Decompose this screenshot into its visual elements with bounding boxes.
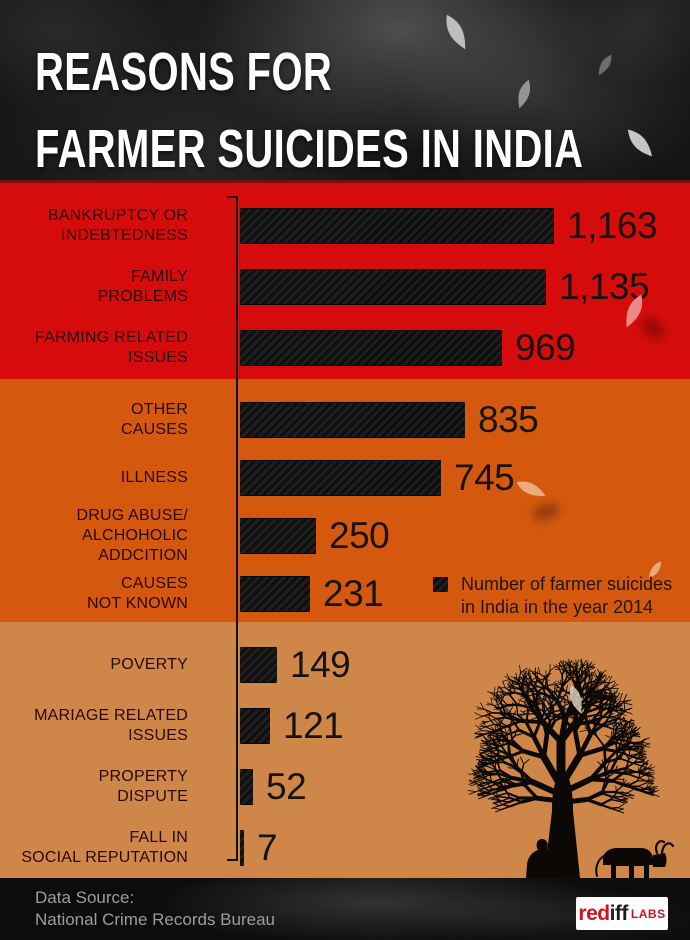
bar-label: ILLNESS — [120, 469, 188, 486]
bar-label: PROPERTY DISPUTE — [98, 767, 188, 805]
header-divider — [0, 180, 690, 183]
bar-label: FALL IN SOCIAL REPUTATION — [21, 828, 188, 866]
tree-trunk — [544, 772, 580, 878]
bar-label: FARMING RELATED ISSUES — [35, 328, 188, 366]
bar-value: 121 — [283, 704, 344, 746]
leaf-icon — [598, 54, 612, 76]
bar — [240, 768, 253, 805]
bar — [240, 518, 316, 554]
bar-track: 7 — [240, 826, 278, 869]
leaf-icon — [627, 129, 653, 157]
legend-label: Number of farmer suicides in India in th… — [461, 573, 672, 619]
bar-label: DRUG ABUSE/ALCHOHOLIC ADDCITION — [76, 507, 188, 564]
bar-row: MARIAGE RELATED ISSUES 121 — [0, 695, 690, 756]
leaf-icon — [626, 294, 643, 328]
bar — [240, 207, 554, 244]
data-source-name: National Crime Records Bureau — [35, 910, 275, 929]
farmer-silhouette — [526, 839, 556, 878]
bar-track: 250 — [240, 515, 390, 557]
bar — [240, 646, 277, 683]
bar-label: BANKRUPTCY OR INDEBTEDNESS — [47, 206, 188, 244]
bar-row: FARMING RELATED ISSUES 969 — [0, 317, 690, 378]
logo-text-red: red — [578, 901, 610, 925]
bar-track: 52 — [240, 765, 307, 808]
logo-text-dark: iff — [609, 901, 629, 925]
bar-value: 835 — [478, 399, 539, 440]
logo-text-labs: LABS — [630, 906, 666, 921]
data-source-label: Data Source: — [35, 888, 135, 907]
bull-tail — [595, 855, 605, 877]
rediff-labs-logo[interactable]: red iff LABS — [576, 897, 668, 930]
chart-section-other: OTHER CAUSES 835 ILLNESS 745 DRUG ABUSE/ALCHO… — [0, 379, 690, 622]
bar-track: 121 — [240, 704, 344, 747]
tree-silhouette — [467, 658, 675, 878]
bar-row: CAUSES NOT KNOWN 231 — [0, 565, 690, 623]
bar-label: POVERTY — [110, 655, 188, 673]
leaf-icon — [446, 14, 466, 50]
chart-axis — [227, 196, 238, 861]
bar-value: 250 — [329, 515, 390, 556]
leaf-icon — [569, 684, 582, 714]
page-title-line1: REASONS FOR — [35, 42, 333, 102]
bull-silhouette — [603, 848, 653, 878]
bar-value: 149 — [290, 643, 351, 685]
leaf-icon — [648, 561, 662, 579]
bar-rows: OTHER CAUSES 835 ILLNESS 745 DRUG ABUSE/ALCHO… — [0, 379, 690, 623]
bar — [240, 402, 465, 438]
legend-label-line1: Number of farmer suicides — [461, 574, 673, 594]
bar-label: FAMILY PROBLEMS — [97, 267, 188, 305]
header: REASONS FOR FARMER SUICIDES IN INDIA — [0, 0, 690, 180]
bar-row: ILLNESS 745 — [0, 449, 690, 507]
bar-value: 745 — [454, 457, 515, 498]
chart-section-debt: BANKRUPTCY OR INDEBTEDNESS 1,163 FAMILY PROB… — [0, 183, 690, 379]
bar-row: OTHER CAUSES 835 — [0, 391, 690, 449]
page-title: REASONS FOR FARMER SUICIDES IN INDIA — [35, 34, 690, 180]
bar-track: 149 — [240, 643, 351, 686]
bar-track: 1,163 — [240, 204, 658, 247]
bar-row: POVERTY 149 — [0, 634, 690, 695]
bar-track: 231 — [240, 573, 384, 615]
leaf-icon — [518, 79, 531, 109]
bar — [240, 329, 502, 366]
bar — [240, 460, 441, 496]
bull-horns-icon — [655, 840, 675, 855]
bar-track: 1,135 — [240, 266, 650, 308]
page-title-line2: FARMER SUICIDES IN INDIA — [35, 119, 584, 179]
bar-value: 52 — [266, 765, 307, 807]
bar-value: 231 — [323, 573, 384, 614]
bar — [240, 576, 310, 612]
bar — [240, 829, 244, 866]
bar-row: DRUG ABUSE/ALCHOHOLIC ADDCITION 250 — [0, 507, 690, 565]
footer: Data Source: National Crime Records Bure… — [0, 878, 690, 940]
data-source: Data Source: National Crime Records Bure… — [35, 887, 275, 931]
bull-head — [653, 853, 667, 867]
bar-track: 745 — [240, 457, 515, 499]
bar-row: FALL IN SOCIAL REPUTATION 7 — [0, 817, 690, 878]
bar-row: BANKRUPTCY OR INDEBTEDNESS 1,163 — [0, 195, 690, 256]
bar-row: FAMILY PROBLEMS 1,135 — [0, 256, 690, 317]
bar-label: MARIAGE RELATED ISSUES — [34, 706, 188, 744]
bar — [240, 268, 546, 305]
bar-value: 7 — [257, 826, 278, 868]
bar-track: 969 — [240, 326, 576, 369]
bar-value: 1,163 — [567, 204, 658, 246]
bar-rows: BANKRUPTCY OR INDEBTEDNESS 1,163 FAMILY PROB… — [0, 183, 690, 378]
bar-row: PROPERTY DISPUTE 52 — [0, 756, 690, 817]
legend-swatch-icon — [433, 577, 448, 592]
bar-value: 969 — [515, 326, 576, 368]
bar-rows: POVERTY 149 MARIAGE RELATED ISSUES 121 PROPER… — [0, 622, 690, 878]
bar-track: 835 — [240, 399, 539, 441]
bar-label: OTHER CAUSES — [121, 401, 188, 438]
bar — [240, 707, 270, 744]
legend-label-line2: in India in the year 2014 — [461, 597, 654, 617]
bar-label: CAUSES NOT KNOWN — [86, 575, 188, 612]
leaf-icon — [516, 481, 546, 496]
chart-legend: Number of farmer suicides in India in th… — [433, 573, 672, 619]
